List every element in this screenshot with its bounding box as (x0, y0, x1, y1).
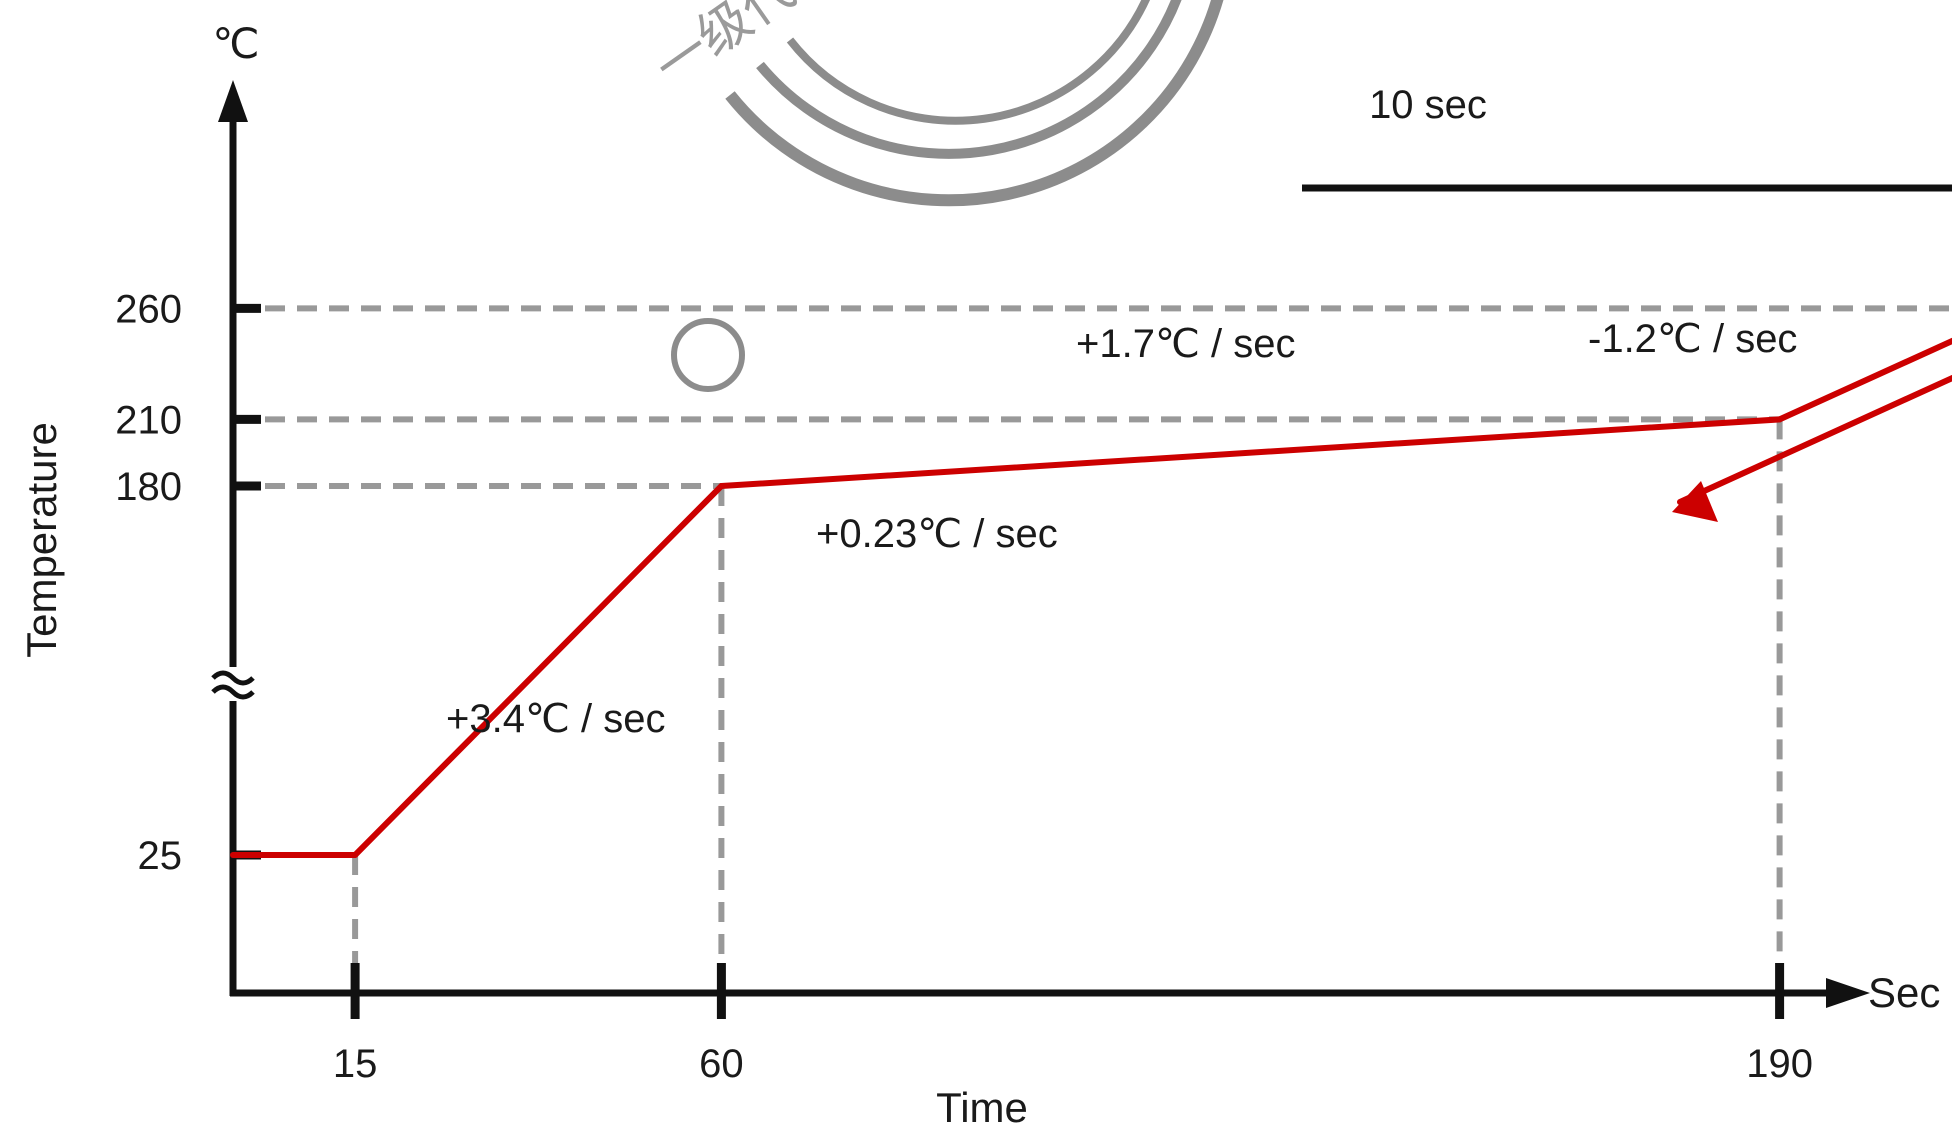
labels: +3.4℃ / sec +0.23℃ / sec +1.7℃ / sec 10 sec… (18, 20, 1952, 1131)
slope-label-soak: +0.23℃ / sec (816, 512, 1058, 556)
y-tick-label-260: 260 (115, 287, 182, 331)
profile-segment-190-220 (1776, 337, 1952, 423)
profile-segment-15-60 (352, 483, 725, 858)
profile-segment-230-270 (1677, 374, 1952, 505)
slope-label-reflow-ramp: +1.7℃ / sec (1076, 322, 1295, 366)
y-axis-arrowhead (218, 80, 248, 122)
axes (211, 80, 1870, 1008)
watermark-small-circle (671, 318, 745, 392)
guide-lines (233, 305, 1952, 993)
x-tick-label-190: 190 (1746, 1042, 1813, 1086)
slope-label-cooling: -1.2℃ / sec (1588, 317, 1797, 361)
x-tick-label-15: 15 (333, 1042, 378, 1086)
cooling-arrowhead (1672, 481, 1718, 522)
watermark-ring-outer (725, 0, 1224, 207)
x-axis-unit: Sec (1868, 969, 1940, 1016)
axis-break-mark-bottom (211, 684, 255, 700)
ticks: 251802102601560190220230 (115, 287, 1813, 1086)
y-axis-title: Temperature (18, 422, 65, 658)
watermark-ring-middle (756, 0, 1182, 159)
x-axis-title: Time (936, 1084, 1028, 1131)
axis-break-mark-top (211, 670, 255, 686)
x-tick-label-60: 60 (699, 1042, 744, 1086)
y-tick-label-180: 180 (115, 465, 182, 509)
y-axis-unit: ℃ (212, 20, 259, 67)
profile-segment-60-190 (718, 416, 1783, 489)
slope-label-ramp: +3.4℃ / sec (446, 697, 665, 741)
watermark-ring-inner (786, 0, 1150, 125)
x-axis-arrowhead (1826, 978, 1870, 1008)
y-tick-label-25: 25 (138, 834, 183, 878)
dwell-label: 10 sec (1369, 83, 1487, 127)
profile-curve-group (230, 337, 1952, 858)
y-tick-label-210: 210 (115, 398, 182, 442)
